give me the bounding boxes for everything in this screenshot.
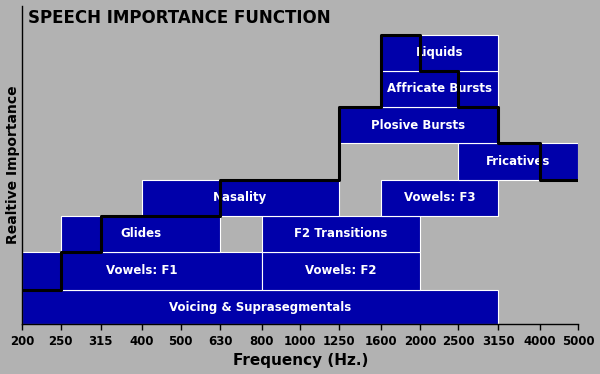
Y-axis label: Realtive Importance: Realtive Importance (5, 86, 20, 244)
Text: Liquids: Liquids (416, 46, 464, 59)
FancyBboxPatch shape (61, 216, 220, 252)
FancyBboxPatch shape (382, 34, 499, 71)
FancyBboxPatch shape (382, 180, 499, 216)
FancyBboxPatch shape (22, 252, 262, 290)
X-axis label: Frequency (Hz.): Frequency (Hz.) (233, 353, 368, 368)
Text: SPEECH IMPORTANCE FUNCTION: SPEECH IMPORTANCE FUNCTION (28, 9, 331, 27)
Text: Voicing & Suprasegmentals: Voicing & Suprasegmentals (169, 301, 352, 313)
Text: Affricate Bursts: Affricate Bursts (388, 82, 493, 95)
Text: Fricatives: Fricatives (486, 155, 550, 168)
Text: Vowels: F1: Vowels: F1 (106, 264, 178, 278)
FancyBboxPatch shape (142, 180, 339, 216)
FancyBboxPatch shape (339, 107, 499, 143)
FancyBboxPatch shape (22, 290, 499, 325)
Text: Plosive Bursts: Plosive Bursts (371, 119, 466, 132)
FancyBboxPatch shape (262, 216, 420, 252)
Text: Glides: Glides (120, 227, 161, 240)
Text: Vowels: F2: Vowels: F2 (305, 264, 377, 278)
Text: Vowels: F3: Vowels: F3 (404, 191, 476, 204)
FancyBboxPatch shape (382, 71, 499, 107)
FancyBboxPatch shape (262, 252, 420, 290)
FancyBboxPatch shape (458, 143, 578, 180)
Text: F2 Transitions: F2 Transitions (294, 227, 388, 240)
Text: Nasality: Nasality (213, 191, 268, 204)
